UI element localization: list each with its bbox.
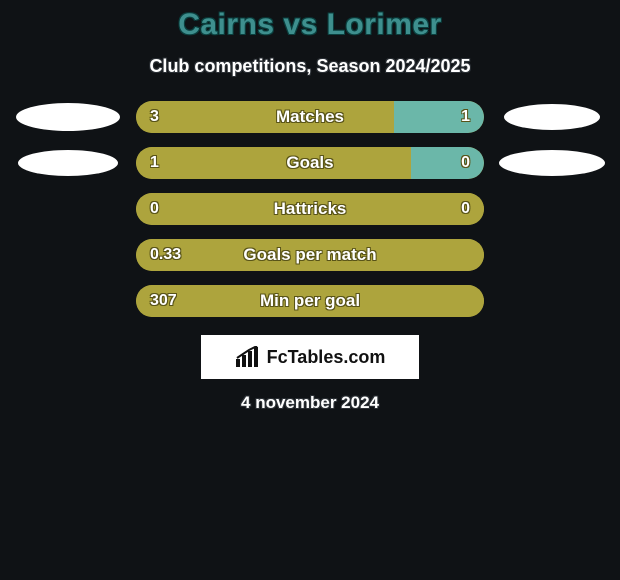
right-oval-slot (484, 104, 620, 130)
player-oval-left (16, 103, 120, 131)
bar-value-left: 1 (150, 154, 159, 172)
bar-value-right: 0 (461, 154, 470, 172)
bar-label: Hattricks (136, 199, 484, 219)
bar-label: Min per goal (136, 291, 484, 311)
left-oval-slot (0, 150, 136, 176)
logo-text: FcTables.com (267, 347, 386, 368)
stat-row: 0.33Goals per match (0, 239, 620, 271)
stat-row: 0 0Hattricks (0, 193, 620, 225)
bar-label: Goals per match (136, 245, 484, 265)
page-title: Cairns vs Lorimer (0, 8, 620, 42)
stat-bar: 0.33Goals per match (136, 239, 484, 271)
bar-label: Matches (136, 107, 484, 127)
stat-bar: 3 1Matches (136, 101, 484, 133)
bar-label: Goals (136, 153, 484, 173)
stat-row: 3 1Matches (0, 101, 620, 133)
bar-value-left: 3 (150, 108, 159, 126)
left-oval-slot (0, 103, 136, 131)
stat-bar: 307Min per goal (136, 285, 484, 317)
stat-row: 1 0Goals (0, 147, 620, 179)
bar-value-left: 0.33 (150, 246, 181, 264)
player-oval-left (18, 150, 118, 176)
stat-row: 307Min per goal (0, 285, 620, 317)
bar-value-left: 0 (150, 200, 159, 218)
page-subtitle: Club competitions, Season 2024/2025 (0, 56, 620, 77)
logo-box: FcTables.com (201, 335, 419, 379)
bar-value-left: 307 (150, 292, 177, 310)
player-oval-right (499, 150, 605, 176)
stat-rows: 31Matches10Goals00Hattricks0.33Goals per… (0, 101, 620, 317)
bar-value-right: 1 (461, 108, 470, 126)
bar-value-right: 0 (461, 200, 470, 218)
stat-bar: 0 0Hattricks (136, 193, 484, 225)
page-root: Cairns vs Lorimer Club competitions, Sea… (0, 0, 620, 580)
chart-icon (235, 346, 261, 368)
date-text: 4 november 2024 (0, 393, 620, 413)
player-oval-right (504, 104, 600, 130)
right-oval-slot (484, 150, 620, 176)
stat-bar: 1 0Goals (136, 147, 484, 179)
